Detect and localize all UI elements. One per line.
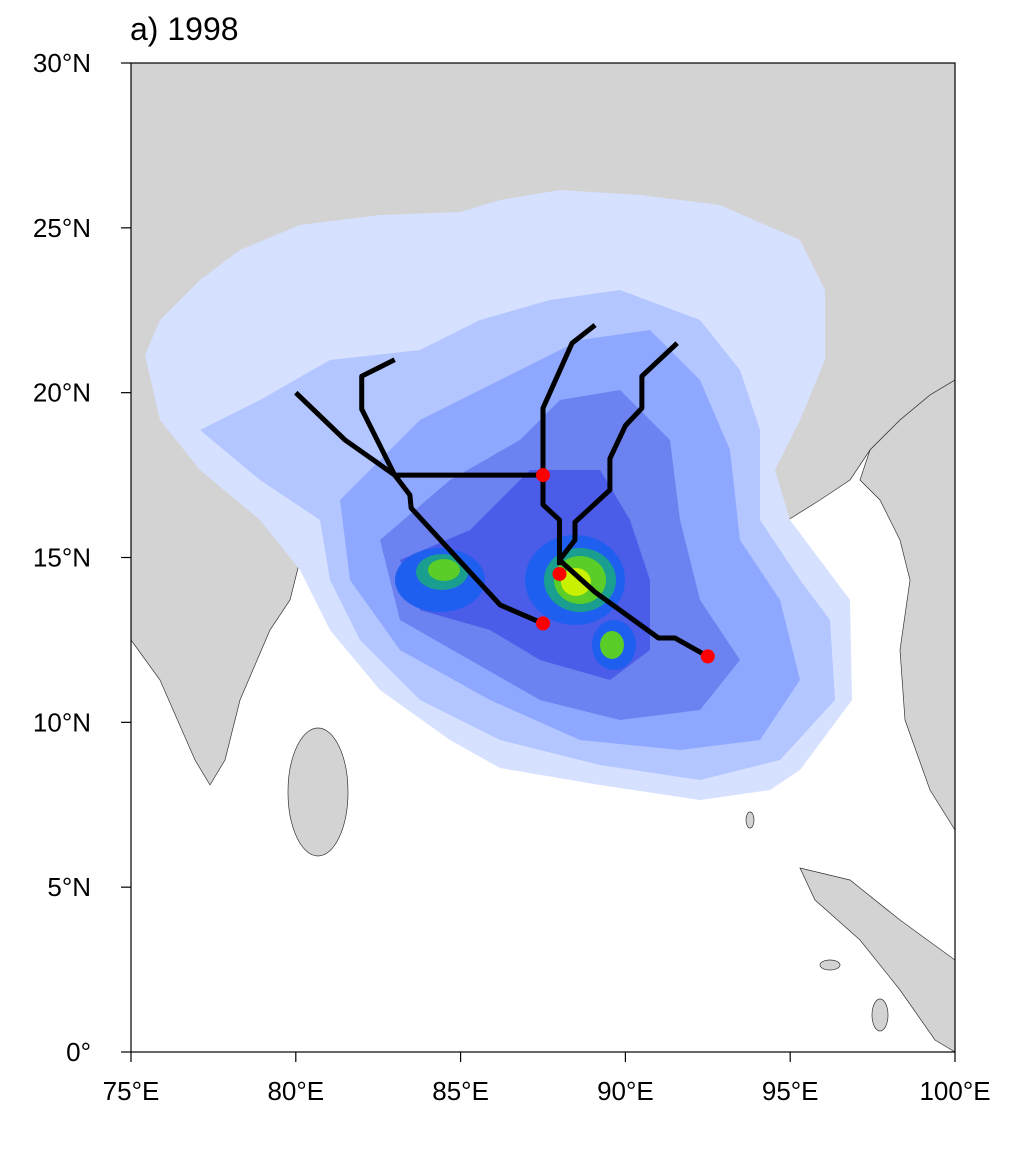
y-tick-label: 15°N (33, 543, 91, 573)
rainfall-field (145, 190, 852, 800)
y-tick-label: 25°N (33, 213, 91, 243)
x-tick-label: 80°E (267, 1076, 324, 1106)
x-tick-label: 85°E (432, 1076, 489, 1106)
storm-track (556, 341, 710, 659)
storm-track (359, 357, 543, 478)
y-tick-label: 5°N (47, 872, 91, 902)
genesis-point (700, 649, 715, 664)
map-layer (131, 63, 955, 1052)
y-tick-label: 10°N (33, 707, 91, 737)
land (859, 379, 955, 831)
y-tick-label: 30°N (33, 48, 91, 78)
land (799, 867, 955, 1052)
field-level (561, 568, 591, 596)
field-level (428, 559, 460, 581)
genesis-point (536, 616, 550, 631)
x-tick-label: 95°E (762, 1076, 819, 1106)
y-tick-label: 0° (66, 1037, 91, 1067)
genesis-point (536, 468, 550, 483)
chart-title: a) 1998 (130, 11, 239, 47)
field-level (600, 631, 624, 659)
storm-track (294, 390, 544, 626)
field-level (400, 470, 650, 680)
x-tick-label: 100°E (919, 1076, 990, 1106)
genesis-point (552, 566, 567, 581)
land (287, 727, 349, 857)
land (871, 998, 889, 1032)
x-tick-label: 90°E (597, 1076, 654, 1106)
land (745, 811, 755, 829)
land (819, 959, 841, 971)
marks (294, 323, 715, 664)
y-tick-label: 20°N (33, 378, 91, 408)
x-tick-label: 75°E (103, 1076, 160, 1106)
storm-track (540, 323, 597, 566)
